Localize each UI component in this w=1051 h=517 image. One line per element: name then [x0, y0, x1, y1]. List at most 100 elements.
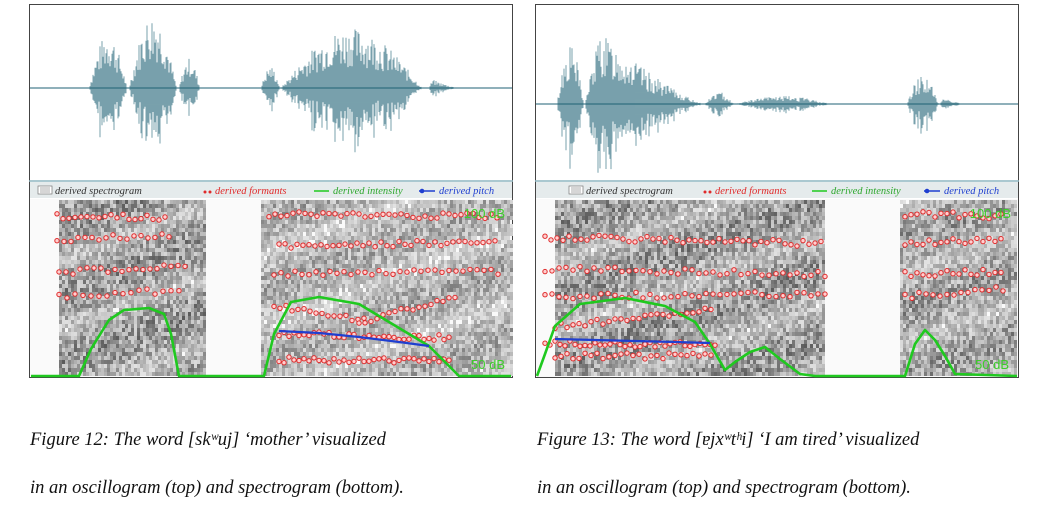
spectrogram-cell [285, 316, 288, 320]
spectrogram-cell [294, 284, 297, 288]
spectrogram-cell [62, 264, 65, 268]
spectrogram-cell [396, 356, 399, 360]
spectrogram-cell [101, 368, 104, 372]
spectrogram-cell [80, 352, 83, 356]
spectrogram-cell [318, 204, 321, 208]
spectrogram-cell [137, 352, 140, 356]
spectrogram-cell [291, 204, 294, 208]
spectrogram-cell [378, 236, 381, 240]
spectrogram-cell [429, 280, 432, 284]
spectrogram-cell [303, 324, 306, 328]
spectrogram-cell [83, 280, 86, 284]
spectrogram-cell [426, 272, 429, 276]
spectrogram-cell [68, 360, 71, 364]
spectrogram-cell [137, 284, 140, 288]
spectrogram-cell [327, 204, 330, 208]
spectrogram-cell [74, 296, 77, 300]
spectrogram-cell [74, 208, 77, 212]
spectrogram-cell [444, 352, 447, 356]
spectrogram-cell [161, 296, 164, 300]
spectrogram-cell [80, 208, 83, 212]
spectrogram-cell [453, 264, 456, 268]
spectrogram-cell [384, 264, 387, 268]
spectrogram-cell [336, 348, 339, 352]
spectrogram-cell [366, 200, 369, 204]
spectrogram-cell [92, 364, 95, 368]
spectrogram-cell [417, 288, 420, 292]
spectrogram-cell [399, 288, 402, 292]
spectrogram-cell [303, 328, 306, 332]
spectrogram-cell [140, 260, 143, 264]
spectrogram-cell [369, 244, 372, 248]
spectrogram-cell [420, 220, 423, 224]
spectrogram-cell [59, 228, 62, 232]
spectrogram-cell [185, 200, 188, 204]
spectrogram-cell [285, 364, 288, 368]
spectrogram-cell [285, 248, 288, 252]
spectrogram-cell [113, 280, 116, 284]
spectrogram-cell [285, 252, 288, 256]
spectrogram-cell [77, 204, 80, 208]
spectrogram-cell [149, 240, 152, 244]
spectrogram-cell [264, 332, 267, 336]
spectrogram-cell [104, 276, 107, 280]
spectrogram-cell [297, 304, 300, 308]
spectrogram-cell [176, 328, 179, 332]
spectrogram-cell [267, 336, 270, 340]
spectrogram-cell [336, 240, 339, 244]
spectrogram-cell [450, 220, 453, 224]
spectrogram-cell [131, 248, 134, 252]
spectrogram-cell [456, 252, 459, 256]
spectrogram-cell [318, 252, 321, 256]
spectrogram-cell [393, 284, 396, 288]
spectrogram-cell [161, 320, 164, 324]
spectrogram-cell [59, 232, 62, 236]
spectrogram-cell [396, 372, 399, 376]
spectrogram-cell [203, 240, 206, 244]
spectrogram-cell [420, 244, 423, 248]
spectrogram-cell [128, 312, 131, 316]
spectrogram-cell [456, 256, 459, 260]
spectrogram-cell [453, 236, 456, 240]
spectrogram-cell [333, 320, 336, 324]
spectrogram-cell [80, 212, 83, 216]
spectrogram-cell [411, 352, 414, 356]
spectrogram-cell [137, 360, 140, 364]
spectrogram-cell [194, 232, 197, 236]
spectrogram-cell [261, 344, 264, 348]
spectrogram-cell [261, 280, 264, 284]
spectrogram-cell [360, 228, 363, 232]
spectrogram-cell [89, 328, 92, 332]
spectrogram-cell [363, 204, 366, 208]
spectrogram-cell [294, 224, 297, 228]
spectrogram-cell [164, 280, 167, 284]
spectrogram-cell [59, 220, 62, 224]
spectrogram-cell [414, 372, 417, 376]
spectrogram-cell [366, 284, 369, 288]
spectrogram-cell [306, 276, 309, 280]
spectrogram-cell [378, 304, 381, 308]
spectrogram-cell [143, 236, 146, 240]
spectrogram-cell [387, 292, 390, 296]
spectrogram-cell [59, 300, 62, 304]
spectrogram-cell [143, 368, 146, 372]
spectrogram-cell [203, 256, 206, 260]
spectrogram-cell [167, 372, 170, 376]
spectrogram-cell [450, 252, 453, 256]
spectrogram-cell [435, 368, 438, 372]
spectrogram-cell [179, 244, 182, 248]
spectrogram-cell [285, 228, 288, 232]
spectrogram-cell [167, 276, 170, 280]
spectrogram-cell [158, 264, 161, 268]
spectrogram-cell [378, 332, 381, 336]
spectrogram-cell [312, 224, 315, 228]
spectrogram-cell [131, 224, 134, 228]
spectrogram-cell [330, 216, 333, 220]
spectrogram-cell [261, 256, 264, 260]
spectrogram-cell [363, 352, 366, 356]
spectrogram-cell [179, 220, 182, 224]
spectrogram-cell [393, 364, 396, 368]
spectrogram-cell [155, 372, 158, 376]
spectrogram-cell [402, 228, 405, 232]
spectrogram-cell [327, 264, 330, 268]
